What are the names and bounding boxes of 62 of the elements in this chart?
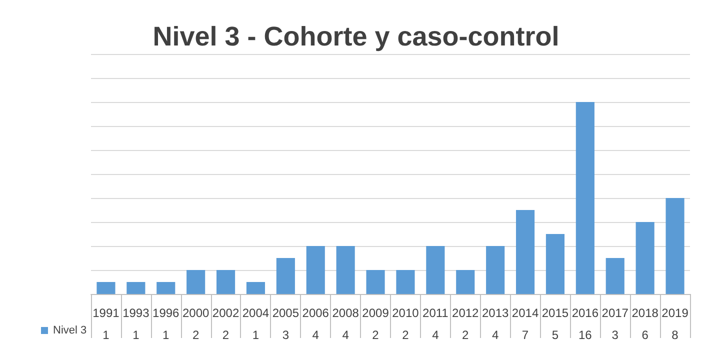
bar — [486, 246, 505, 294]
bar — [576, 102, 594, 294]
x-tick-label: 2018 — [632, 306, 659, 320]
x-tick-label: 1996 — [152, 306, 180, 320]
data-label: 3 — [612, 328, 619, 342]
data-label: 2 — [402, 328, 410, 342]
data-label: 4 — [342, 328, 350, 342]
x-tick-label: 2014 — [512, 306, 539, 320]
bar — [396, 270, 415, 294]
data-label: 2 — [192, 328, 200, 342]
data-label: 4 — [312, 328, 320, 342]
x-tick-label: 2019 — [662, 306, 689, 320]
data-label: 2 — [222, 328, 230, 342]
x-tick-label: 2017 — [602, 306, 629, 320]
bar — [636, 222, 654, 294]
data-label: 1 — [132, 328, 140, 342]
bar — [246, 282, 266, 294]
x-tick-label: 2012 — [452, 306, 480, 320]
bar — [96, 282, 116, 294]
x-tick-label: 2005 — [272, 306, 300, 320]
x-tick-label: 2008 — [332, 306, 360, 320]
bar — [156, 282, 176, 294]
bar — [306, 246, 325, 294]
data-label: 16 — [578, 328, 592, 342]
bar — [456, 270, 475, 294]
bar — [336, 246, 355, 294]
data-label: 4 — [432, 328, 440, 342]
x-tick-label: 2000 — [182, 306, 210, 320]
data-label: 4 — [492, 328, 499, 342]
legend-label: Nivel 3 — [53, 324, 87, 336]
bar — [666, 198, 684, 294]
x-tick-label: 2010 — [392, 306, 420, 320]
bar — [186, 270, 206, 294]
bar — [276, 258, 295, 294]
bar — [426, 246, 445, 294]
bar — [366, 270, 385, 294]
x-tick-label: 2013 — [482, 306, 509, 320]
bar — [516, 210, 535, 294]
bar — [546, 234, 565, 294]
data-label: 1 — [102, 328, 110, 342]
bar — [126, 282, 146, 294]
data-label: 6 — [642, 328, 649, 342]
data-label: 7 — [522, 328, 529, 342]
x-tick-label: 1991 — [92, 306, 120, 320]
x-tick-label: 2016 — [572, 306, 599, 320]
x-tick-label: 1993 — [122, 306, 150, 320]
data-label: 2 — [372, 328, 380, 342]
x-tick-label: 2002 — [212, 306, 240, 320]
data-label: 1 — [252, 328, 260, 342]
x-tick-label: 2015 — [542, 306, 569, 320]
data-label: 3 — [282, 328, 290, 342]
data-label: 1 — [162, 328, 170, 342]
chart-title: Nivel 3 - Cohorte y caso-control — [152, 22, 560, 52]
x-tick-label: 2006 — [302, 306, 330, 320]
x-tick-label: 2011 — [422, 306, 449, 320]
bar — [216, 270, 236, 294]
data-label: 5 — [552, 328, 559, 342]
data-label: 8 — [672, 328, 679, 342]
data-label: 2 — [462, 328, 470, 342]
x-tick-label: 2009 — [362, 306, 390, 320]
bar — [606, 258, 624, 294]
x-tick-label: 2004 — [242, 306, 270, 320]
